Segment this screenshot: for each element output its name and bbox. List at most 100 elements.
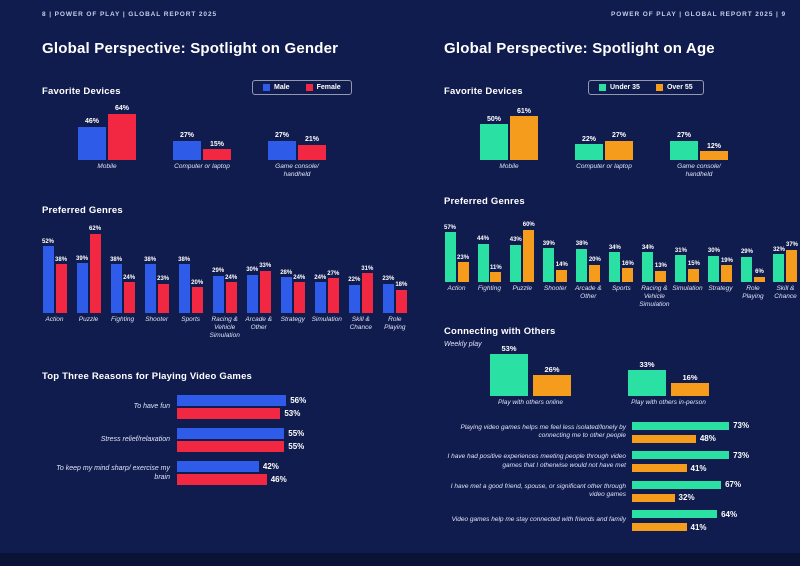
bar-value-label: 29% xyxy=(212,268,225,275)
bar-group-skill-chance: 32% 37% Skill & Chance xyxy=(773,242,798,300)
bar-value-label: 27% xyxy=(274,132,289,140)
bar-line-over-55: 41% xyxy=(632,464,749,473)
gender-genres-chart: 52% 38% Action 39% 62% Puzzle 38% 24% Fighting 38… xyxy=(42,226,407,339)
bar-row: I have had positive experiences meeting … xyxy=(444,451,749,473)
bar-value-label: 31% xyxy=(674,247,687,254)
bar-value-label: 73% xyxy=(733,450,750,460)
bar-female xyxy=(395,289,407,313)
bar-line-male: 55% xyxy=(177,428,304,439)
legend-item-under35: Under 35 xyxy=(599,84,640,91)
row-bars: 73% 48% xyxy=(632,421,749,443)
category-label: Simulation xyxy=(672,285,703,292)
bar-group-fighting: 38% 24% Fighting xyxy=(110,256,135,323)
bar-value-label: 24% xyxy=(225,274,238,281)
legend-label-under35: Under 35 xyxy=(610,84,640,91)
page-header-left: 8 | POWER OF PLAY | GLOBAL REPORT 2025 xyxy=(42,11,217,18)
bar-over-55 xyxy=(632,464,687,472)
bar-under-35 xyxy=(477,243,489,282)
bar-value-label: 24% xyxy=(314,274,327,281)
row-label: Video games help me stay connected with … xyxy=(451,516,626,524)
bar-value-label: 23% xyxy=(157,276,170,283)
category-label: Sports xyxy=(181,316,201,323)
category-label: Fighting xyxy=(477,285,501,292)
bar-under-35 xyxy=(628,369,666,396)
bar-group-computer-or-laptop: 27% 15% Computer or laptop xyxy=(173,132,231,170)
bar-group-fighting: 44% 11% Fighting xyxy=(477,236,502,292)
bar-column-over-55: 6% xyxy=(753,269,765,282)
bar-male xyxy=(42,246,54,313)
bar-over-55 xyxy=(457,262,469,282)
row-label: To have fun xyxy=(133,403,170,411)
bar-column-male: 52% xyxy=(42,239,54,313)
bar-group-mobile: 46% 64% Mobile xyxy=(78,105,136,170)
bar-value-label: 34% xyxy=(641,244,654,251)
bar-value-label: 31% xyxy=(361,265,374,272)
bar-value-label: 64% xyxy=(114,105,129,113)
bar-row: Playing video games helps me feel less i… xyxy=(444,421,750,443)
legend-item-over55: Over 55 xyxy=(655,84,693,91)
bar-group-puzzle: 39% 62% Puzzle xyxy=(76,226,101,323)
bar-under-35 xyxy=(708,255,720,282)
bar-over-55 xyxy=(523,229,535,282)
category-label: Game console/ handheld xyxy=(275,163,319,179)
bar-value-label: 38% xyxy=(575,241,588,248)
bar-value-label: 50% xyxy=(486,115,501,123)
bar-over-55 xyxy=(688,268,700,282)
bar-column-male: 46% xyxy=(78,118,106,160)
bar-column-under-35: 32% xyxy=(773,247,785,282)
bar-male xyxy=(144,264,156,313)
bar-value-label: 38% xyxy=(110,256,123,263)
bar-value-label: 30% xyxy=(246,267,259,274)
category-label: Sports xyxy=(611,285,631,292)
bar-over-55 xyxy=(632,523,687,531)
row-bars: 56% 53% xyxy=(177,395,306,419)
bar-column-female: 15% xyxy=(203,141,231,160)
bar-group-shooter: 39% 14% Shooter xyxy=(543,241,568,292)
female-swatch-icon xyxy=(305,84,313,91)
bar-group-simulation: 24% 27% Simulation xyxy=(312,271,342,323)
category-label: Strategy xyxy=(708,285,733,292)
bar-over-55 xyxy=(605,140,633,160)
bar-value-label: 37% xyxy=(785,242,798,249)
bar-under-35 xyxy=(576,248,588,282)
page-header-right: POWER OF PLAY | GLOBAL REPORT 2025 | 9 xyxy=(611,11,786,18)
bar-column-under-35: 44% xyxy=(477,236,489,282)
bar-group-sports: 38% 20% Sports xyxy=(178,257,204,323)
legend-label-female: Female xyxy=(316,84,341,91)
bar-male xyxy=(76,263,88,313)
bar-female xyxy=(177,408,281,419)
bar-over-55 xyxy=(721,265,733,282)
bar-group-mobile: 50% 61% Mobile xyxy=(480,108,538,170)
bar-value-label: 33% xyxy=(639,359,655,369)
category-label: Racing & Vehicle Simulation xyxy=(209,316,240,340)
bar-under-35 xyxy=(543,248,555,282)
bar-value-label: 20% xyxy=(191,279,204,286)
bar-value-label: 28% xyxy=(280,269,293,276)
bar-value-label: 39% xyxy=(76,255,89,262)
age-devices-heading: Favorite Devices xyxy=(444,86,523,97)
bar-value-label: 38% xyxy=(144,256,157,263)
bar-column-under-35: 53% xyxy=(490,345,528,396)
bar-column-male: 29% xyxy=(212,268,224,313)
bar-over-55 xyxy=(655,270,667,282)
bar-female xyxy=(203,149,231,160)
bar-group-game-console-handheld: 27% 12% Game console/ handheld xyxy=(670,132,728,178)
bar-value-label: 30% xyxy=(707,248,720,255)
bar-value-label: 29% xyxy=(740,249,753,256)
bar-group-sports: 34% 16% Sports xyxy=(609,245,634,292)
row-label: To keep my mind sharp/ exercise my brain xyxy=(56,464,170,481)
bar-value-label: 41% xyxy=(690,463,707,473)
bar-group-strategy: 28% 24% Strategy xyxy=(280,269,305,323)
category-label: Mobile xyxy=(97,163,117,170)
bar-column-female: 24% xyxy=(293,275,305,313)
bar-group-action: 57% 23% Action xyxy=(444,225,469,292)
bar-group-game-console-handheld: 27% 21% Game console/ handheld xyxy=(268,132,326,178)
bar-female xyxy=(361,273,373,313)
bar-column-under-35: 22% xyxy=(575,136,603,160)
bar-under-35 xyxy=(670,140,698,160)
age-statements-chart: Playing video games helps me feel less i… xyxy=(444,421,749,532)
over55-swatch-icon xyxy=(655,84,663,91)
row-label: Playing video games helps me feel less i… xyxy=(460,423,626,439)
bar-under-35 xyxy=(490,353,528,396)
bar-male xyxy=(110,264,122,313)
